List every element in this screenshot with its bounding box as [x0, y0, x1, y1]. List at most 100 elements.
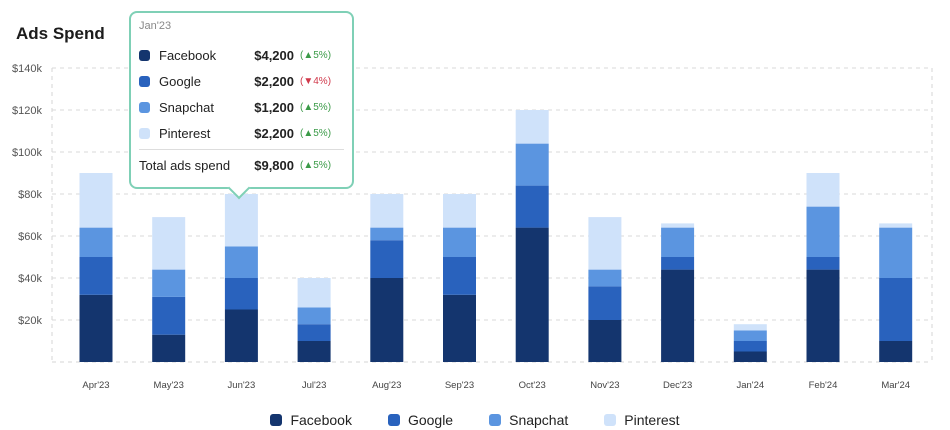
legend-swatch: [270, 414, 283, 426]
tooltip-total-change: (▲5%): [300, 159, 332, 171]
bar-google: [152, 296, 186, 335]
bar-facebook: [443, 294, 476, 362]
chart-legend: Facebook Google Snapchat Pinterest: [0, 412, 950, 428]
legend-label: Google: [407, 412, 454, 428]
bar-google: [370, 240, 404, 278]
bar-snapchat: [733, 330, 767, 341]
bar-facebook: [515, 227, 549, 362]
bar-facebook: [806, 269, 840, 362]
bar-facebook: [152, 334, 186, 362]
legend-item-google[interactable]: Google: [387, 412, 454, 428]
bar-snapchat: [443, 227, 476, 257]
bar-google: [443, 257, 476, 295]
tooltip-total-value: $9,800: [254, 157, 294, 173]
bar-pinterest: [588, 217, 622, 270]
tooltip-series-name: Pinterest: [159, 125, 211, 141]
bar-snapchat: [370, 227, 404, 241]
tooltip-total-label: Total ads spend: [139, 157, 231, 173]
legend-label: Facebook: [290, 412, 352, 428]
x-tick-label: Feb'24: [809, 380, 838, 391]
legend-label: Pinterest: [624, 412, 680, 428]
y-tick-label: $20k: [18, 315, 42, 327]
stacked-bar-chart: $20k $40k $60k $80k $100k $120k $140k Apr'23 May…: [12, 63, 933, 391]
arrow-up-icon: ▲: [303, 127, 314, 139]
bar-google: [515, 185, 549, 228]
bar-facebook: [879, 341, 913, 362]
bar-pinterest: [79, 173, 113, 228]
bar-pinterest: [879, 223, 913, 228]
tooltip-series-value: $2,200: [254, 125, 294, 141]
chart-title: Ads Spend: [16, 24, 105, 43]
tooltip-series-value: $4,200: [254, 47, 294, 63]
tooltip-swatch: [139, 75, 150, 87]
bar-snapchat: [806, 206, 840, 257]
bar-snapchat: [297, 307, 331, 325]
bar-snapchat: [879, 227, 913, 278]
tooltip-row-google: Google $2,200 (▼4%): [139, 68, 344, 94]
bar-pinterest: [806, 173, 840, 207]
x-tick-label: Dec'23: [663, 380, 692, 391]
y-tick-label: $120k: [12, 105, 42, 117]
bar-google: [879, 278, 913, 341]
x-tick-label: Sep'23: [445, 380, 474, 391]
tooltip-month: Jan'23: [139, 20, 172, 32]
legend-item-snapchat[interactable]: Snapchat: [489, 412, 568, 428]
bar-snapchat: [588, 269, 622, 287]
bar-pinterest: [733, 324, 767, 331]
legend-item-facebook[interactable]: Facebook: [270, 412, 352, 428]
bar-pinterest: [370, 194, 404, 228]
x-tick-label: Jul'23: [302, 380, 327, 391]
bar-facebook: [733, 351, 767, 362]
bar-google: [79, 257, 113, 295]
tooltip-swatch: [139, 101, 150, 113]
bar-snapchat: [79, 227, 113, 257]
tooltip-card: Jan'23 Facebook $4,200 (▲5%) Google $2,200 (▼…: [129, 11, 354, 200]
bar-google: [733, 341, 767, 352]
bar-facebook: [79, 294, 113, 362]
tooltip-series-change: (▲5%): [300, 49, 332, 61]
bar-google: [661, 257, 695, 270]
y-tick-label: $40k: [18, 273, 42, 285]
tooltip-series-name: Snapchat: [159, 99, 214, 115]
x-tick-label: Nov'23: [590, 380, 619, 391]
tooltip-series-change: (▲5%): [300, 127, 332, 139]
legend-swatch: [489, 414, 502, 426]
bar-facebook: [224, 309, 258, 362]
tooltip-row-snapchat: Snapchat $1,200 (▲5%): [139, 94, 344, 120]
arrow-up-icon: ▲: [303, 49, 314, 61]
bar-snapchat: [224, 246, 258, 278]
arrow-up-icon: ▲: [303, 159, 314, 171]
tooltip-total-row: Total ads spend $9,800 (▲5%): [139, 152, 344, 178]
bar-snapchat: [515, 143, 549, 186]
bar-pinterest: [443, 194, 476, 228]
bar-facebook: [661, 269, 695, 362]
x-tick-label: Aug'23: [372, 380, 401, 391]
tooltip-row-facebook: Facebook $4,200 (▲5%): [139, 42, 344, 68]
legend-item-pinterest[interactable]: Pinterest: [604, 412, 680, 428]
tooltip-separator: [139, 149, 344, 150]
tooltip-series-name: Google: [159, 73, 201, 89]
arrow-down-icon: ▼: [303, 75, 314, 87]
bar-pinterest: [515, 110, 549, 144]
bar-facebook: [297, 341, 331, 362]
x-tick-label: Oct'23: [519, 380, 546, 391]
tooltip-series-change: (▲5%): [300, 101, 332, 113]
x-tick-label: Apr'23: [82, 380, 109, 391]
bar-google: [297, 324, 331, 341]
bar-pinterest: [224, 194, 258, 247]
bar-pinterest: [661, 223, 695, 228]
bar-google: [224, 278, 258, 310]
bar-snapchat: [661, 227, 695, 257]
tooltip-series-change: (▼4%): [300, 75, 332, 87]
bar-pinterest: [152, 217, 186, 270]
bar-google: [588, 286, 622, 320]
arrow-up-icon: ▲: [303, 101, 314, 113]
bar-pinterest: [297, 278, 331, 308]
tooltip-swatch: [139, 49, 150, 61]
bar-google: [806, 257, 840, 270]
tooltip-series-value: $1,200: [254, 99, 294, 115]
y-tick-label: $100k: [12, 147, 42, 159]
legend-swatch: [604, 414, 617, 426]
y-tick-label: $80k: [18, 189, 42, 201]
x-tick-label: May'23: [154, 380, 184, 391]
